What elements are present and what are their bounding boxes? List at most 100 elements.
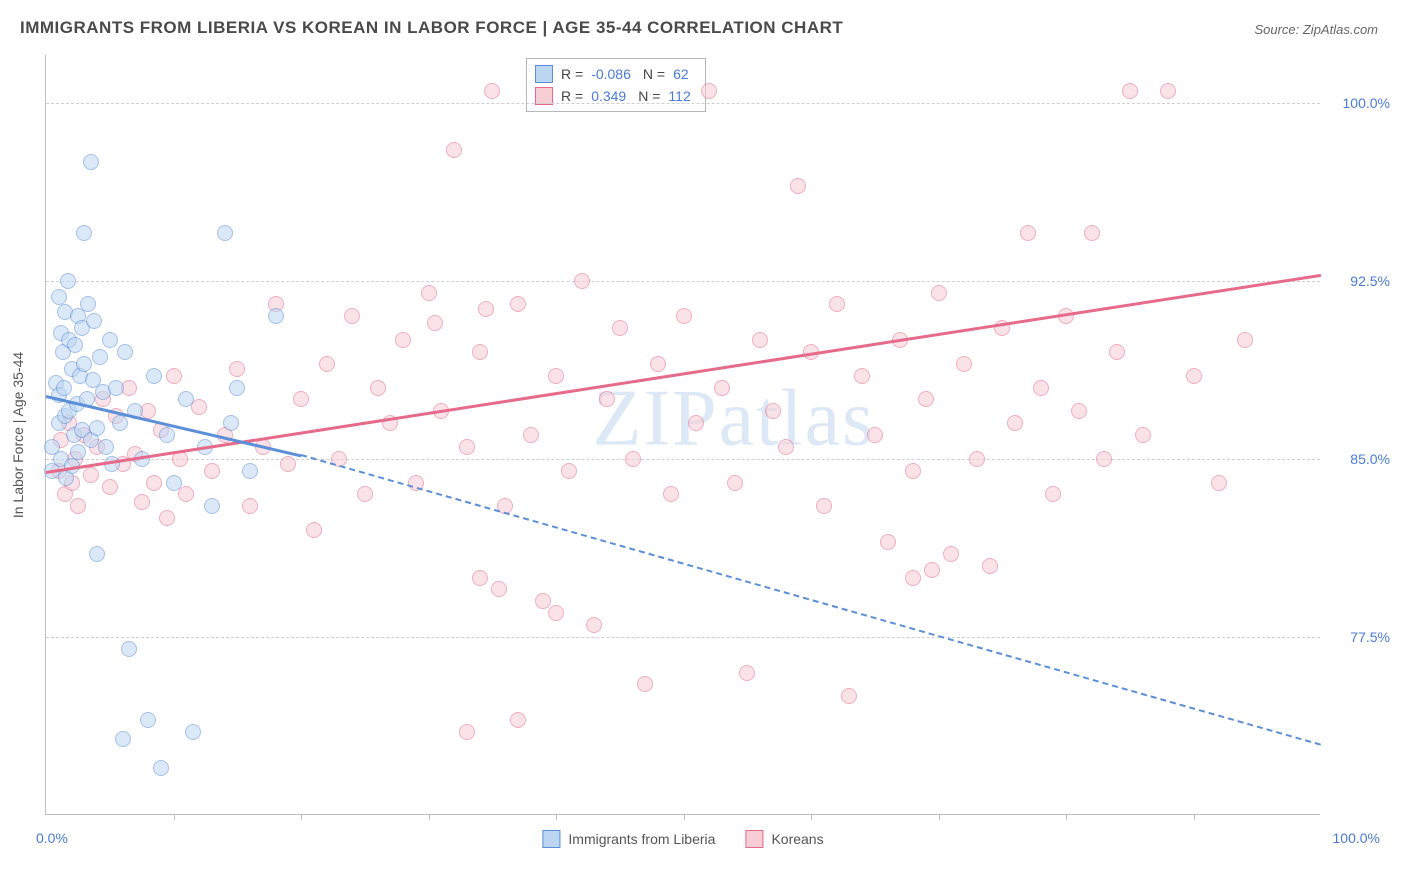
scatter-point-series1 (185, 724, 201, 740)
scatter-point-series2 (102, 479, 118, 495)
scatter-point-series2 (841, 688, 857, 704)
scatter-point-series2 (714, 380, 730, 396)
scatter-point-series1 (56, 380, 72, 396)
scatter-point-series2 (134, 494, 150, 510)
scatter-point-series2 (924, 562, 940, 578)
scatter-point-series2 (83, 467, 99, 483)
swatch-series2-icon (745, 830, 763, 848)
scatter-point-series2 (880, 534, 896, 550)
scatter-point-series2 (280, 456, 296, 472)
y-axis-title: In Labor Force | Age 35-44 (10, 351, 26, 517)
scatter-point-series2 (561, 463, 577, 479)
stats-row-1: R = -0.086 N = 62 (535, 63, 695, 85)
x-tick (684, 814, 685, 820)
x-tick (939, 814, 940, 820)
scatter-point-series1 (76, 356, 92, 372)
scatter-point-series1 (115, 731, 131, 747)
chart-container: IMMIGRANTS FROM LIBERIA VS KOREAN IN LAB… (0, 0, 1406, 892)
scatter-point-series2 (535, 593, 551, 609)
trendline-series1-dashed (301, 454, 1322, 746)
scatter-point-series2 (1237, 332, 1253, 348)
scatter-point-series2 (395, 332, 411, 348)
scatter-point-series1 (204, 498, 220, 514)
scatter-point-series2 (548, 605, 564, 621)
scatter-point-series2 (574, 273, 590, 289)
scatter-point-series2 (548, 368, 564, 384)
scatter-point-series2 (459, 439, 475, 455)
chart-title: IMMIGRANTS FROM LIBERIA VS KOREAN IN LAB… (20, 18, 843, 38)
scatter-point-series1 (242, 463, 258, 479)
scatter-point-series1 (92, 349, 108, 365)
scatter-point-series1 (140, 712, 156, 728)
scatter-point-series2 (816, 498, 832, 514)
scatter-point-series2 (1007, 415, 1023, 431)
scatter-point-series2 (778, 439, 794, 455)
scatter-point-series2 (1109, 344, 1125, 360)
scatter-point-series2 (306, 522, 322, 538)
scatter-point-series2 (905, 570, 921, 586)
scatter-point-series1 (112, 415, 128, 431)
swatch-series1-icon (542, 830, 560, 848)
source-attribution: Source: ZipAtlas.com (1254, 22, 1378, 37)
scatter-point-series2 (178, 486, 194, 502)
scatter-point-series1 (166, 475, 182, 491)
scatter-point-series2 (159, 510, 175, 526)
scatter-point-series2 (854, 368, 870, 384)
x-tick (174, 814, 175, 820)
scatter-point-series2 (829, 296, 845, 312)
n-value-2: 112 (668, 85, 690, 107)
scatter-point-series2 (1160, 83, 1176, 99)
scatter-point-series2 (357, 486, 373, 502)
scatter-point-series2 (446, 142, 462, 158)
scatter-point-series2 (765, 403, 781, 419)
scatter-point-series2 (459, 724, 475, 740)
scatter-point-series2 (1045, 486, 1061, 502)
scatter-point-series1 (67, 337, 83, 353)
scatter-point-series2 (931, 285, 947, 301)
scatter-point-series2 (242, 498, 258, 514)
r-label-1: R = (561, 63, 583, 85)
y-tick-label: 92.5% (1330, 273, 1390, 289)
x-axis-min-label: 0.0% (36, 830, 68, 846)
x-tick (301, 814, 302, 820)
gridline (46, 459, 1320, 460)
scatter-point-series1 (229, 380, 245, 396)
legend-label-2: Koreans (771, 831, 823, 847)
scatter-point-series2 (625, 451, 641, 467)
scatter-point-series1 (178, 391, 194, 407)
legend-label-1: Immigrants from Liberia (568, 831, 715, 847)
scatter-point-series2 (676, 308, 692, 324)
scatter-point-series2 (1186, 368, 1202, 384)
scatter-point-series2 (510, 296, 526, 312)
scatter-point-series2 (166, 368, 182, 384)
scatter-point-series2 (650, 356, 666, 372)
scatter-point-series1 (86, 313, 102, 329)
scatter-point-series2 (586, 617, 602, 633)
scatter-point-series2 (370, 380, 386, 396)
series-legend: Immigrants from Liberia Koreans (542, 830, 823, 848)
x-tick (556, 814, 557, 820)
scatter-point-series2 (727, 475, 743, 491)
scatter-point-series2 (943, 546, 959, 562)
x-tick (429, 814, 430, 820)
gridline (46, 103, 1320, 104)
scatter-point-series1 (146, 368, 162, 384)
scatter-point-series2 (478, 301, 494, 317)
plot-area: In Labor Force | Age 35-44 ZIPatlas R = … (45, 55, 1320, 815)
scatter-point-series1 (89, 420, 105, 436)
scatter-point-series2 (344, 308, 360, 324)
scatter-point-series2 (599, 391, 615, 407)
scatter-point-series2 (982, 558, 998, 574)
x-axis-max-label: 100.0% (1333, 830, 1380, 846)
scatter-point-series2 (790, 178, 806, 194)
gridline (46, 281, 1320, 282)
scatter-point-series2 (510, 712, 526, 728)
gridline (46, 637, 1320, 638)
x-tick (811, 814, 812, 820)
r-value-2: 0.349 (591, 85, 626, 107)
scatter-point-series2 (637, 676, 653, 692)
scatter-point-series1 (121, 641, 137, 657)
r-label-2: R = (561, 85, 583, 107)
scatter-point-series2 (146, 475, 162, 491)
scatter-point-series1 (60, 273, 76, 289)
